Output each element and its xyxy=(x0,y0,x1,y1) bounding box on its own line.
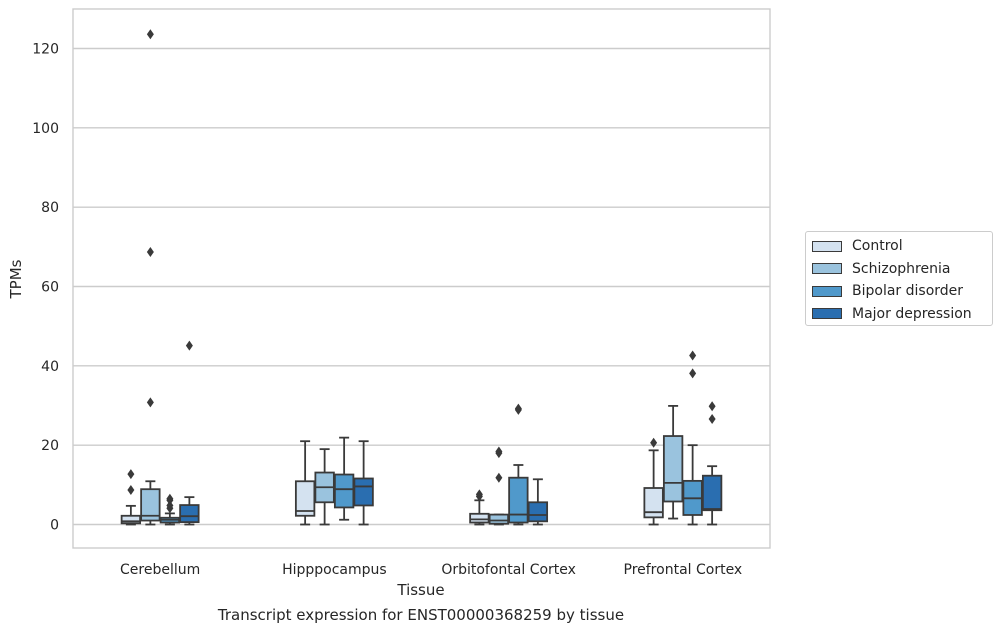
chart-title: Transcript expression for ENST0000036825… xyxy=(217,606,625,624)
box-iqr xyxy=(469,512,490,524)
box-major-depression-prefrontal-cortex xyxy=(701,401,723,526)
y-tick-label-0: 0 xyxy=(50,518,59,534)
box-control-orbitofontal-cortex xyxy=(469,489,490,526)
outlier-point xyxy=(495,472,503,483)
box-bipolar-disorder-prefrontal-cortex xyxy=(682,350,703,526)
legend-item-major-depression: Major depression xyxy=(812,303,992,326)
legend-label-major-depression: Major depression xyxy=(852,305,972,322)
x-tick-label-prefrontal-cortex: Prefrontal Cortex xyxy=(624,562,743,578)
outlier-point xyxy=(185,340,193,351)
outlier-point xyxy=(166,493,174,504)
gridlines xyxy=(73,47,770,526)
y-tick-label-120: 120 xyxy=(32,42,59,58)
outlier-point xyxy=(689,368,697,379)
legend-label-bipolar-disorder: Bipolar disorder xyxy=(852,283,964,300)
x-axis-label: Tissue xyxy=(396,581,444,599)
legend: Control Schizophrenia Bipolar disorder M… xyxy=(805,231,993,326)
box-iqr xyxy=(527,501,549,523)
box-iqr xyxy=(140,488,161,522)
outlier-point xyxy=(514,403,522,414)
box-schizophrenia-prefrontal-cortex xyxy=(662,404,684,520)
outlier-point xyxy=(166,500,174,511)
box-iqr xyxy=(294,480,316,517)
legend-label-control: Control xyxy=(852,238,903,255)
x-tick-labels: Cerebellum Hipppocampus Orbitofontal Corte… xyxy=(120,562,742,578)
y-tick-labels: 0 20 40 60 80 100 120 xyxy=(32,42,59,534)
box-control-prefrontal-cortex xyxy=(643,437,664,526)
outlier-point xyxy=(708,413,716,424)
outlier-point xyxy=(127,469,135,480)
box-iqr xyxy=(488,513,510,525)
box-schizophrenia-orbitofontal-cortex xyxy=(488,446,510,526)
legend-item-schizophrenia: Schizophrenia xyxy=(812,258,992,281)
boxplot-marks xyxy=(120,29,723,526)
y-tick-label-100: 100 xyxy=(32,121,59,137)
box-iqr xyxy=(701,474,723,512)
outlier-point xyxy=(708,401,716,412)
box-iqr xyxy=(179,504,200,524)
outlier-point xyxy=(495,446,503,457)
y-axis-label: TPMs xyxy=(7,259,25,299)
x-tick-label-cerebellum: Cerebellum xyxy=(120,562,200,578)
legend-item-bipolar-disorder: Bipolar disorder xyxy=(812,280,992,303)
y-tick-label-20: 20 xyxy=(41,438,59,454)
box-bipolar-disorder-hipppocampus xyxy=(333,436,355,521)
box-iqr xyxy=(643,487,664,519)
legend-label-schizophrenia: Schizophrenia xyxy=(852,260,951,277)
y-tick-label-80: 80 xyxy=(41,200,59,216)
box-iqr xyxy=(333,473,355,509)
box-iqr xyxy=(662,435,684,503)
legend-swatch-major-depression xyxy=(812,308,842,320)
legend-item-control: Control xyxy=(812,235,992,258)
outlier-point xyxy=(650,437,658,448)
box-major-depression-cerebellum xyxy=(179,340,200,526)
box-control-hipppocampus xyxy=(294,440,316,526)
plot-frame xyxy=(72,8,771,549)
outlier-point xyxy=(689,350,697,361)
y-tick-label-60: 60 xyxy=(41,280,59,296)
box-control-cerebellum xyxy=(120,469,142,526)
box-schizophrenia-hipppocampus xyxy=(314,448,335,526)
y-tick-label-40: 40 xyxy=(41,359,59,375)
box-iqr xyxy=(353,477,374,507)
legend-swatch-control xyxy=(812,240,842,252)
legend-swatch-schizophrenia xyxy=(812,263,842,275)
outlier-point xyxy=(146,29,154,40)
outlier-point xyxy=(146,246,154,257)
outlier-point xyxy=(475,489,483,500)
box-major-depression-orbitofontal-cortex xyxy=(527,478,549,526)
x-tick-label-orbitofontal-cortex: Orbitofontal Cortex xyxy=(441,562,576,578)
box-iqr xyxy=(120,514,142,525)
box-bipolar-disorder-cerebellum xyxy=(159,493,181,526)
x-tick-label-hipppocampus: Hipppocampus xyxy=(282,562,387,578)
box-iqr xyxy=(508,476,529,524)
legend-swatch-bipolar-disorder xyxy=(812,285,842,297)
outlier-point xyxy=(127,484,135,495)
outlier-point xyxy=(146,397,154,408)
box-major-depression-hipppocampus xyxy=(353,440,374,526)
box-schizophrenia-cerebellum xyxy=(140,29,161,526)
box-bipolar-disorder-orbitofontal-cortex xyxy=(508,403,529,526)
